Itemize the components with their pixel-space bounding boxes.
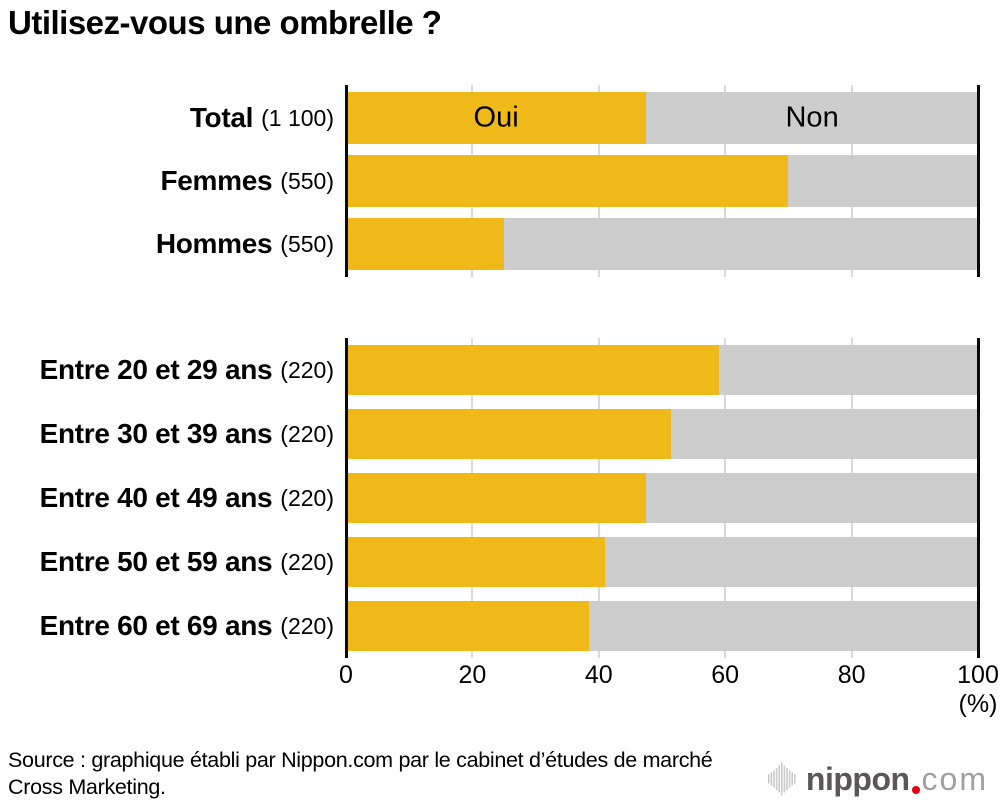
- x-axis: (%) 0 20 40 60 80 100: [339, 661, 999, 721]
- nippon-logo-bars-icon: [767, 762, 796, 796]
- x-axis-unit-label: (%): [958, 690, 998, 718]
- logo-text-nippon: nippon: [805, 760, 910, 797]
- axis-line-100: [977, 85, 980, 277]
- axis-line-100: [977, 338, 980, 658]
- bar-row-hommes: [346, 218, 978, 270]
- logo-text-com: com: [921, 760, 988, 797]
- row-label: Hommes (550): [0, 218, 334, 270]
- row-label-count: (220): [280, 356, 334, 383]
- row-label-count: (550): [280, 230, 334, 257]
- source-text: Source : graphique établi par Nippon.com…: [8, 748, 713, 799]
- bar-fill-oui: [346, 345, 719, 395]
- bar-fill-oui: [346, 409, 672, 459]
- row-label: Entre 40 et 49 ans (220): [0, 473, 334, 523]
- row-label: Entre 50 et 59 ans (220): [0, 537, 334, 587]
- row-label: Total (1 100): [0, 92, 334, 144]
- bar-plot-ages: [345, 338, 980, 658]
- nippon-logo: nippon com: [767, 757, 988, 801]
- nippon-logo-wordmark: nippon com: [806, 761, 988, 798]
- bar-fill-oui: [346, 218, 504, 270]
- bar-row-total: Oui Non: [346, 92, 978, 144]
- x-tick-label-20: 20: [458, 661, 487, 689]
- chart-title: Utilisez-vous une ombrelle ?: [8, 4, 442, 41]
- row-label: Femmes (550): [0, 155, 334, 207]
- row-label-count: (220): [280, 612, 334, 639]
- row-label-text: Entre 50 et 59 ans: [39, 546, 273, 577]
- row-label-text: Entre 40 et 49 ans: [39, 482, 273, 513]
- x-tick-label-80: 80: [837, 661, 866, 689]
- bar-fill-oui: [346, 155, 789, 207]
- row-label-text: Hommes: [155, 228, 273, 259]
- row-label-count: (550): [280, 167, 334, 194]
- bar-row-entre-30-et-39-ans: [346, 409, 978, 459]
- bar-row-entre-20-et-29-ans: [346, 345, 978, 395]
- logo-red-dot: [911, 785, 920, 794]
- row-label-count: (220): [280, 548, 334, 575]
- row-label: Entre 30 et 39 ans (220): [0, 409, 334, 459]
- bar-fill-oui: [346, 537, 606, 587]
- bar-row-entre-60-et-69-ans: [346, 601, 978, 651]
- legend-label-oui: Oui: [473, 101, 519, 134]
- bar-row-femmes: [346, 155, 978, 207]
- row-label-count: (1 100): [261, 104, 334, 131]
- x-tick-label-0: 0: [339, 661, 353, 689]
- bar-fill-oui: [346, 473, 647, 523]
- row-label-text: Total: [189, 102, 254, 133]
- axis-line-0: [345, 338, 348, 658]
- bar-row-entre-50-et-59-ans: [346, 537, 978, 587]
- row-label: Entre 60 et 69 ans (220): [0, 601, 334, 651]
- x-tick-label-40: 40: [584, 661, 613, 689]
- row-label-text: Entre 60 et 69 ans: [39, 610, 273, 641]
- row-label-text: Entre 20 et 29 ans: [39, 354, 273, 385]
- bar-fill-oui: [346, 601, 590, 651]
- x-tick-label-60: 60: [711, 661, 740, 689]
- row-label-count: (220): [280, 484, 334, 511]
- axis-line-0: [345, 85, 348, 277]
- bar-plot-ensemble: Oui Non: [345, 85, 980, 277]
- legend-label-non: Non: [785, 101, 839, 134]
- x-tick-label-100: 100: [957, 661, 999, 689]
- row-label-count: (220): [280, 420, 334, 447]
- bar-fill-oui: [346, 92, 647, 144]
- row-label-text: Entre 30 et 39 ans: [39, 418, 273, 449]
- bar-row-entre-40-et-49-ans: [346, 473, 978, 523]
- row-label: Entre 20 et 29 ans (220): [0, 345, 334, 395]
- row-label-text: Femmes: [160, 165, 273, 196]
